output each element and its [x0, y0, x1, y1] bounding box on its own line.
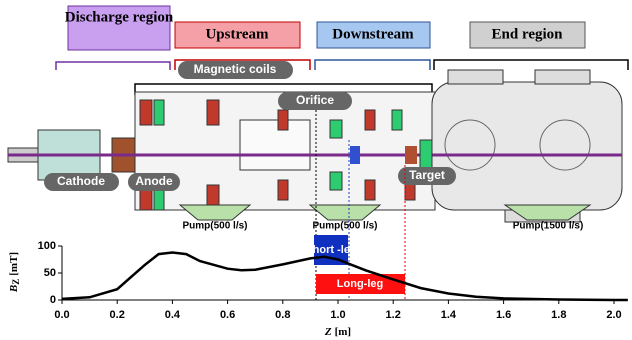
y-tick-label: 0 [50, 294, 56, 306]
x-tick-label: 0.6 [220, 309, 235, 321]
bracket [434, 60, 628, 70]
x-tick-label: 0.2 [110, 309, 125, 321]
x-tick-label: 1.4 [441, 309, 457, 321]
pump-label: Pump(1500 l/s) [513, 221, 584, 232]
target-label: Target [409, 168, 445, 182]
x-axis-label: Z[m] [324, 326, 351, 338]
x-tick-label: 0.0 [54, 309, 69, 321]
x-tick-label: 2.0 [606, 309, 621, 321]
anode-label: Anode [135, 174, 173, 188]
downstream-label: Downstream [332, 26, 414, 42]
bracket [315, 60, 430, 70]
bracket [56, 62, 170, 70]
short-leg-label: Short -leg [305, 244, 356, 256]
x-tick-label: 0.8 [275, 309, 290, 321]
x-tick-label: 1.0 [330, 309, 345, 321]
y-axis-label: BZ[mT] [8, 252, 22, 293]
end-label: End region [492, 26, 564, 42]
y-tick-label: 50 [44, 267, 56, 279]
upstream-label: Upstream [205, 26, 269, 42]
x-tick-label: 0.4 [165, 309, 181, 321]
discharge-label: Discharge region [65, 9, 174, 25]
pump-label: Pump(500 l/s) [182, 221, 247, 232]
pump-label: Pump(500 l/s) [312, 221, 377, 232]
orifice-label: Orifice [296, 93, 334, 107]
coils-label: Magnetic coils [194, 62, 277, 76]
x-tick-label: 1.2 [386, 309, 401, 321]
x-tick-label: 1.6 [496, 309, 511, 321]
x-tick-label: 1.8 [551, 309, 566, 321]
cathode-label: Cathode [57, 174, 105, 188]
figure: Discharge region Upstream Downstream End… [0, 0, 632, 340]
y-tick-label: 100 [38, 240, 56, 252]
long-leg-label: Long-leg [337, 278, 383, 290]
